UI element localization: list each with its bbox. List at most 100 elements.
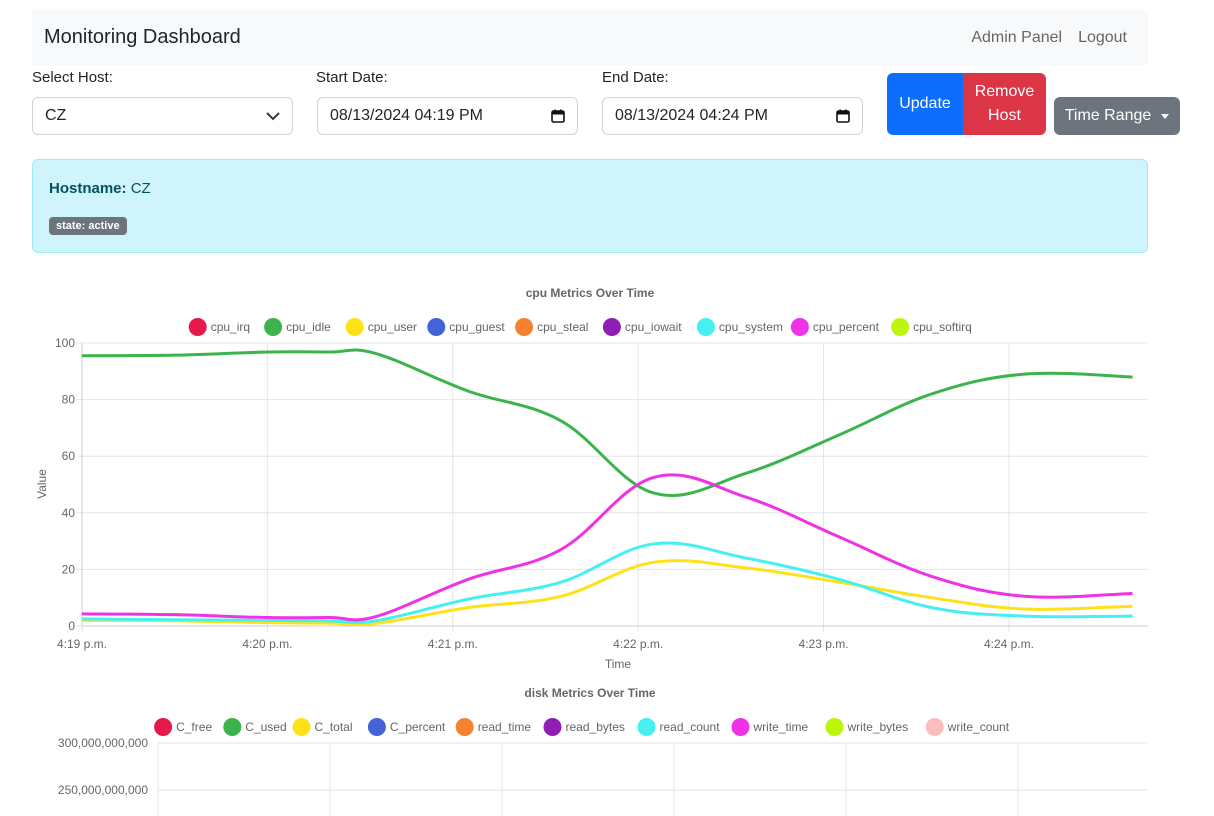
chevron-down-icon [266,112,280,121]
disk-legend-item[interactable]: read_count [637,718,721,736]
hostname-line: Hostname: CZ [49,180,151,197]
disk-legend-item[interactable]: write_bytes [825,718,909,736]
x-tick-label: 4:19 p.m. [57,637,107,651]
x-tick-label: 4:21 p.m. [428,637,478,651]
legend-swatch [790,318,809,336]
start-date-label: Start Date: [316,69,388,86]
disk-legend-item[interactable]: read_bytes [543,718,625,736]
legend-swatch [345,318,364,336]
calendar-icon[interactable] [836,109,850,123]
disk-legend-item[interactable]: C_percent [367,718,446,736]
legend-label: cpu_percent [813,320,880,334]
disk-legend-item[interactable]: read_time [455,718,532,736]
disk-legend-item[interactable]: C_used [223,718,287,736]
start-date-value: 08/13/2024 04:19 PM [330,107,484,124]
update-button[interactable]: Update [887,73,963,135]
caret-down-icon [1161,113,1170,119]
series-line-cpu_user[interactable] [81,559,1133,627]
legend-swatch [891,318,910,336]
series-line-cpu_system[interactable] [81,541,1133,625]
legend-label: C_total [315,720,353,734]
disk-metrics-chart[interactable]: disk Metrics Over Time C_free C_used C_tota… [0,676,1214,816]
legend-label: C_percent [390,720,446,734]
hostname-value: CZ [130,180,151,197]
legend-swatch [427,318,446,336]
brand-title[interactable]: Monitoring Dashboard [44,26,241,48]
legend-label: cpu_user [368,320,417,334]
cpu-legend-item[interactable]: cpu_guest [427,318,505,336]
logout-link[interactable]: Logout [1078,28,1127,46]
x-tick-label: 4:23 p.m. [799,637,849,651]
legend-swatch [367,718,386,736]
cpu-legend-item[interactable]: cpu_user [345,318,417,336]
disk-legend-item[interactable]: write_time [731,718,809,736]
legend-label: C_free [176,720,212,734]
legend-swatch [223,718,242,736]
x-tick-label: 4:24 p.m. [984,637,1034,651]
legend-swatch [154,718,173,736]
remove-host-button[interactable]: Remove Host [963,73,1046,135]
legend-swatch [696,318,715,336]
legend-swatch [543,718,562,736]
legend-swatch [925,718,944,736]
legend-label: read_bytes [566,720,625,734]
end-date-input[interactable]: 08/13/2024 04:24 PM [602,97,863,135]
y-tick-label: 250,000,000,000 [58,783,148,797]
end-date-value: 08/13/2024 04:24 PM [615,107,769,124]
disk-legend-item[interactable]: write_count [925,718,1010,736]
calendar-icon[interactable] [551,109,565,123]
x-tick-label: 4:20 p.m. [242,637,292,651]
chart-title: disk Metrics Over Time [524,686,656,700]
legend-label: cpu_guest [449,320,505,334]
legend-swatch [825,718,844,736]
legend-label: cpu_steal [537,320,588,334]
cpu-legend-item[interactable]: cpu_system [696,318,783,336]
legend-label: write_bytes [847,720,909,734]
disk-legend-item[interactable]: C_total [292,718,353,736]
series-line-cpu_percent[interactable] [81,473,1133,622]
y-tick-label: 100 [55,336,75,350]
legend-label: cpu_system [719,320,783,334]
cpu-legend-item[interactable]: cpu_percent [790,318,880,336]
admin-panel-link[interactable]: Admin Panel [971,28,1063,46]
legend-swatch [602,318,621,336]
y-tick-label: 20 [62,562,76,576]
y-tick-label: 60 [62,449,76,463]
host-select[interactable]: CZ [32,97,293,135]
legend-label: cpu_idle [286,320,331,334]
legend-swatch [515,318,534,336]
x-axis-label: Time [605,657,632,671]
cpu-legend-item[interactable]: cpu_steal [515,318,588,336]
legend-label: write_time [753,720,809,734]
legend-swatch [188,318,207,336]
y-tick-label: 40 [62,506,76,520]
time-range-dropdown[interactable]: Time Range [1054,97,1180,135]
nav-links: Admin Panel Logout [971,29,1136,47]
y-tick-label: 0 [68,619,75,633]
legend-label: write_count [947,720,1010,734]
cpu-legend-item[interactable]: cpu_iowait [602,318,682,336]
host-info-alert: Hostname: CZ state: active [32,159,1148,253]
cpu-metrics-chart[interactable]: cpu Metrics Over Time cpu_irq cpu_idle cpu_… [0,270,1214,676]
legend-swatch [731,718,750,736]
legend-swatch [637,718,656,736]
x-tick-label: 4:22 p.m. [613,637,663,651]
legend-label: cpu_softirq [913,320,972,334]
host-select-label: Select Host: [32,69,113,86]
chart-title: cpu Metrics Over Time [526,286,655,300]
start-date-input[interactable]: 08/13/2024 04:19 PM [317,97,578,135]
legend-label: cpu_iowait [625,320,682,334]
cpu-legend-item[interactable]: cpu_idle [264,318,331,336]
cpu-legend-item[interactable]: cpu_softirq [891,318,972,336]
legend-swatch [292,718,311,736]
hostname-label: Hostname: [49,180,127,197]
navbar: Monitoring Dashboard Admin Panel Logout [32,10,1148,65]
cpu-legend-item[interactable]: cpu_irq [188,318,250,336]
legend-swatch [455,718,474,736]
legend-label: read_time [478,720,532,734]
series-line-cpu_idle[interactable] [81,348,1133,498]
y-tick-label: 300,000,000,000 [58,736,148,750]
disk-legend-item[interactable]: C_free [154,718,212,736]
host-select-value: CZ [45,107,67,124]
legend-label: cpu_irq [211,320,250,334]
